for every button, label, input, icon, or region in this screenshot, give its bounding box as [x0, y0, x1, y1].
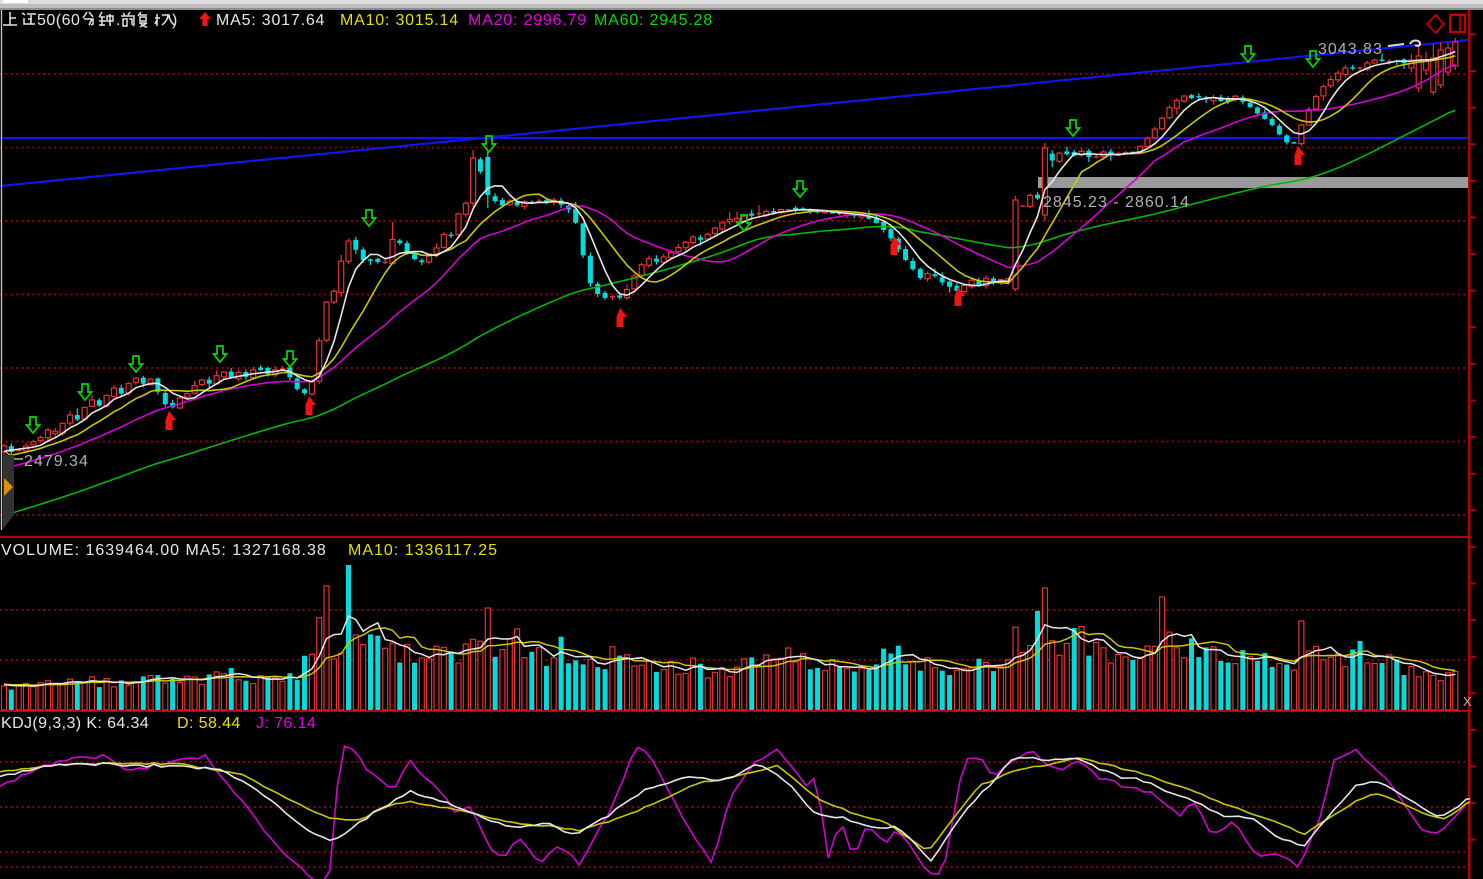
- svg-text:50(60: 50(60: [37, 12, 80, 29]
- svg-text:MA60: 2945.28: MA60: 2945.28: [594, 12, 713, 29]
- svg-text:J: 76.14: J: 76.14: [256, 715, 316, 732]
- svg-text:3043.83: 3043.83: [1318, 41, 1383, 58]
- svg-text:2479.34: 2479.34: [24, 453, 89, 470]
- svg-text:MA10: 3015.14: MA10: 3015.14: [340, 12, 459, 29]
- svg-text:MA10: 1336117.25: MA10: 1336117.25: [348, 542, 498, 559]
- svg-text:.: .: [116, 12, 120, 29]
- svg-text:VOLUME: 1639464.00 MA5: 13271: VOLUME: 1639464.00 MA5: 1327168.38: [1, 542, 327, 559]
- svg-text:X: X: [1463, 694, 1472, 709]
- svg-text:MA20: 2996.79: MA20: 2996.79: [468, 12, 587, 29]
- svg-text:MA5: 3017.64: MA5: 3017.64: [216, 12, 325, 29]
- svg-text:D: 58.44: D: 58.44: [177, 715, 241, 732]
- svg-text:KDJ(9,3,3) K: 64.34: KDJ(9,3,3) K: 64.34: [1, 715, 149, 732]
- svg-text:): ): [172, 12, 177, 29]
- svg-text:2845.23 - 2860.14: 2845.23 - 2860.14: [1043, 194, 1190, 211]
